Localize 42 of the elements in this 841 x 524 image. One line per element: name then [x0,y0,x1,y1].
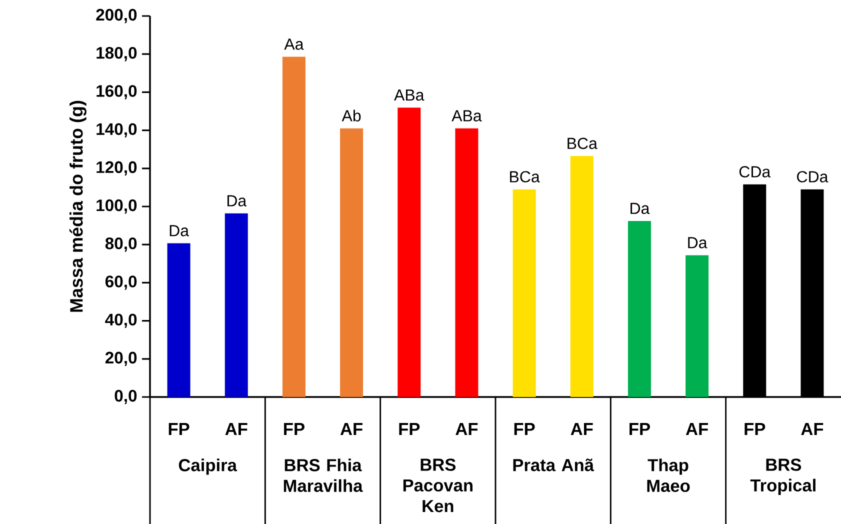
data-label: BCa [510,171,540,182]
data-label: CDa [739,166,771,178]
x-tick-label: AF [456,423,478,435]
y-tick-label: 100,0 [96,199,137,214]
text: Caipira [178,458,238,475]
data-label: Da [170,225,190,236]
data-label: Da [227,195,247,206]
data-label: Aa [284,38,304,50]
text: BRS Pacovan Ken [403,458,472,512]
x-tick-label: AF [225,423,248,435]
x-tick-label: FP [630,423,650,435]
x-tick-label: AF [340,423,362,435]
data-label: BCa [568,138,598,150]
x-tick-label: AF [801,423,824,435]
data-label: Da [688,237,708,248]
y-tick-label: 140,0 [96,123,137,138]
data-label: Da [630,202,650,214]
text: BRS Tropical [750,458,816,495]
x-tick-label: FP [399,423,420,435]
y-tick-label: 80,0 [105,238,137,252]
y-tick-label: 20,0 [105,352,137,366]
y-axis-title: Massa média do fruto (g) [69,100,86,312]
data-label: ABa [394,90,424,101]
text: Thap Maeo [647,458,690,492]
y-tick-label: 120,0 [96,161,137,176]
data-label: CDa [797,171,828,182]
y-tick-label: 200,0 [96,8,137,24]
data-label: Ab [342,110,361,122]
x-tick-label: FP [514,423,535,435]
y-tick-label: 0,0 [114,390,137,404]
x-tick-label: FP [284,423,304,435]
x-tick-label: AF [686,423,708,435]
x-tick-label: FP [168,423,190,435]
x-tick-label: AF [570,423,593,435]
x-tick-label: FP [744,423,766,435]
y-tick-label: 160,0 [96,85,137,100]
y-tick-label: 180,0 [96,47,137,62]
y-tick-label: 60,0 [105,276,137,290]
text: BRS Fhia Maravilha [284,458,363,492]
data-label: ABa [452,110,482,122]
text: Prata Anã [513,458,594,472]
y-tick-label: 40,0 [105,314,137,328]
